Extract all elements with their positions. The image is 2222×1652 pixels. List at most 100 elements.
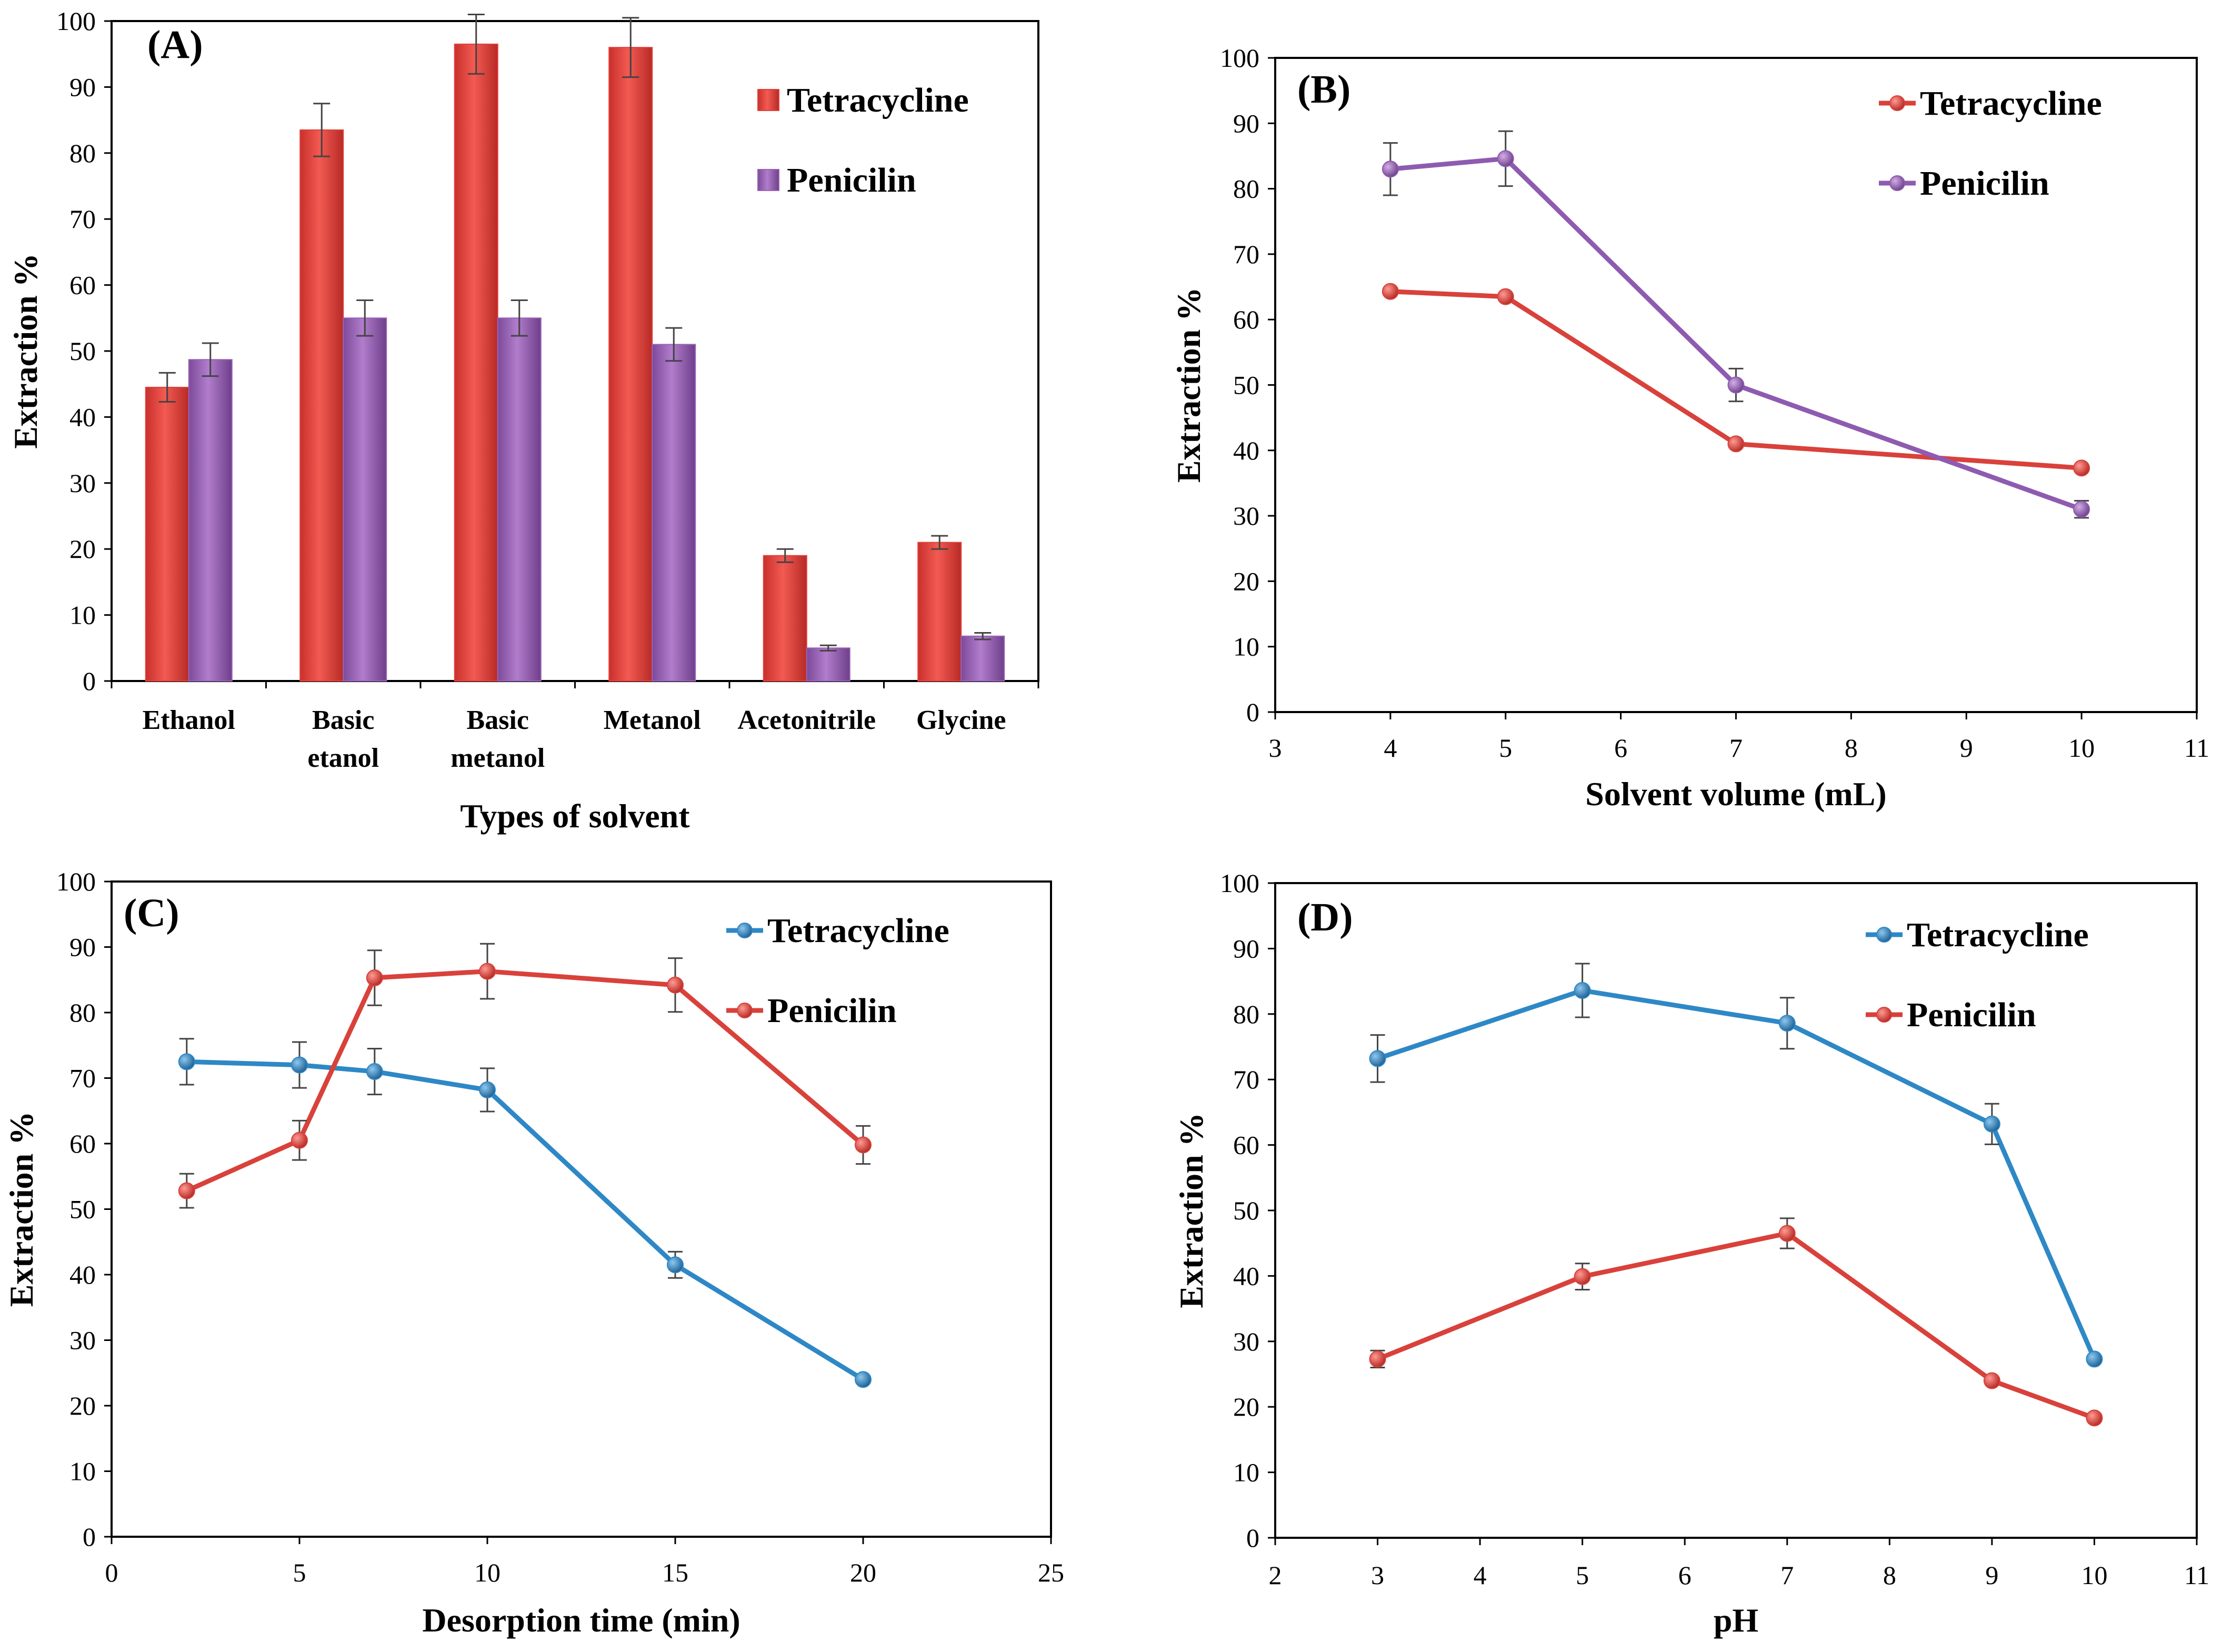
data-point-penicilin xyxy=(667,976,684,994)
legend-label: Penicilin xyxy=(1920,164,2049,203)
legend-swatch xyxy=(757,89,779,111)
x-tick-label: 0 xyxy=(105,1558,118,1587)
category-label: Basic xyxy=(312,705,374,735)
data-point-tetracycline xyxy=(1574,982,1591,999)
y-tick-label: 20 xyxy=(69,1391,96,1420)
y-tick-label: 10 xyxy=(69,600,96,630)
x-tick-label: 6 xyxy=(1614,733,1627,763)
series-line-penicilin xyxy=(184,969,866,1194)
bar-tetracycline xyxy=(608,47,653,682)
category-label: Metanol xyxy=(604,705,701,735)
x-tick-label: 25 xyxy=(1038,1558,1064,1587)
legend-label: Tetracycline xyxy=(1907,916,2089,954)
data-point-penicilin xyxy=(1727,376,1745,394)
panel-d-line-chart: 0 10 20 30 40 50 60 70 80 90 100 (D) Extraction % pH 2… xyxy=(1173,868,2209,1639)
x-tick-label: 3 xyxy=(1269,733,1282,763)
y-tick-label: 100 xyxy=(1220,43,1259,73)
y-tick-label: 40 xyxy=(1233,436,1259,465)
y-tick-label: 60 xyxy=(69,271,96,300)
y-tick-label: 0 xyxy=(1246,697,1259,727)
legend-marker xyxy=(737,923,753,938)
y-tick-label: 70 xyxy=(69,1064,96,1093)
x-tick-label: 10 xyxy=(2068,733,2095,763)
x-tick-label: 8 xyxy=(1883,1560,1896,1590)
data-point-tetracycline xyxy=(1369,1050,1386,1067)
x-tick-label: 15 xyxy=(662,1558,688,1587)
bar-penicilin xyxy=(960,635,1005,682)
data-point-penicilin xyxy=(855,1136,872,1154)
panel-label: (D) xyxy=(1297,895,1353,939)
x-tick-label: 3 xyxy=(1371,1560,1384,1590)
y-tick-label: 80 xyxy=(1233,999,1259,1029)
y-tick-label: 100 xyxy=(56,6,96,36)
plot-area-frame xyxy=(111,20,1039,682)
x-tick-label: 11 xyxy=(2184,733,2209,763)
data-point-tetracycline xyxy=(1983,1115,2000,1133)
data-point-tetracycline xyxy=(2086,1350,2103,1368)
y-tick-label: 0 xyxy=(83,1522,96,1551)
category-label: Glycine xyxy=(916,705,1006,735)
legend-label: Penicilin xyxy=(767,992,897,1030)
y-tick-label: 20 xyxy=(69,534,96,564)
data-point-penicilin xyxy=(366,969,383,987)
y-tick-label: 70 xyxy=(69,204,96,234)
y-tick-label: 90 xyxy=(1233,934,1259,963)
y-tick-label: 10 xyxy=(69,1457,96,1486)
x-tick-label: 11 xyxy=(2184,1560,2209,1590)
y-tick-label: 70 xyxy=(1233,1065,1259,1094)
y-tick-label: 100 xyxy=(1220,868,1259,898)
y-tick-label: 30 xyxy=(69,468,96,498)
y-tick-label: 60 xyxy=(1233,305,1259,334)
x-tick-label: 5 xyxy=(1499,733,1512,763)
y-tick-label: 80 xyxy=(1233,174,1259,204)
y-tick-label: 0 xyxy=(83,666,96,696)
data-point-penicilin xyxy=(178,1182,195,1199)
y-tick-label: 60 xyxy=(69,1129,96,1158)
bar-tetracycline xyxy=(145,386,189,682)
y-tick-label: 50 xyxy=(1233,371,1259,400)
x-axis-title: Desorption time (min) xyxy=(422,1601,740,1639)
category-label: etanol xyxy=(307,743,379,773)
category-label: metanol xyxy=(451,743,545,773)
y-tick-label: 90 xyxy=(69,72,96,102)
legend-marker xyxy=(1889,95,1905,111)
data-point-penicilin xyxy=(1778,1225,1796,1242)
y-tick-label: 30 xyxy=(1233,501,1259,530)
bar-tetracycline xyxy=(299,129,344,682)
bar-tetracycline xyxy=(917,542,962,682)
legend-label: Penicilin xyxy=(1907,996,2036,1034)
series-line-tetracycline xyxy=(1388,289,2084,470)
category-label: Acetonitrile xyxy=(737,705,876,735)
y-axis-title: Extraction % xyxy=(1173,1113,1210,1308)
y-tick-label: 40 xyxy=(69,402,96,432)
y-tick-label: 50 xyxy=(69,336,96,366)
y-tick-label: 40 xyxy=(69,1260,96,1289)
legend-label: Tetracycline xyxy=(767,912,949,950)
x-axis-title: Types of solvent xyxy=(460,797,690,835)
panel-b-line-chart: 0 10 20 30 40 50 60 70 80 90 100 (B) Extraction % Sol… xyxy=(1170,43,2209,813)
y-tick-label: 40 xyxy=(1233,1261,1259,1290)
y-tick-label: 80 xyxy=(69,138,96,168)
data-point-penicilin xyxy=(291,1132,308,1149)
data-point-penicilin xyxy=(1382,161,1399,178)
category-label: Basic xyxy=(467,705,529,735)
legend-marker xyxy=(737,1003,753,1018)
bar-tetracycline xyxy=(454,43,498,682)
data-point-tetracycline xyxy=(2073,459,2090,477)
category-label: Ethanol xyxy=(143,705,235,735)
x-tick-label: 20 xyxy=(850,1558,876,1587)
y-axis-title: Extraction % xyxy=(7,253,44,449)
y-tick-label: 80 xyxy=(69,998,96,1027)
y-tick-label: 10 xyxy=(1233,632,1259,662)
bar-penicilin xyxy=(652,344,696,682)
bar-penicilin xyxy=(343,317,387,682)
x-tick-label: 7 xyxy=(1780,1560,1794,1590)
x-tick-label: 9 xyxy=(1985,1560,1998,1590)
x-axis-title: Solvent volume (mL) xyxy=(1585,775,1886,813)
data-point-penicilin xyxy=(1369,1350,1386,1368)
data-point-tetracycline xyxy=(1778,1015,1796,1032)
legend-label: Tetracycline xyxy=(1920,84,2102,123)
y-tick-label: 10 xyxy=(1233,1458,1259,1487)
bar-penicilin xyxy=(188,359,233,682)
